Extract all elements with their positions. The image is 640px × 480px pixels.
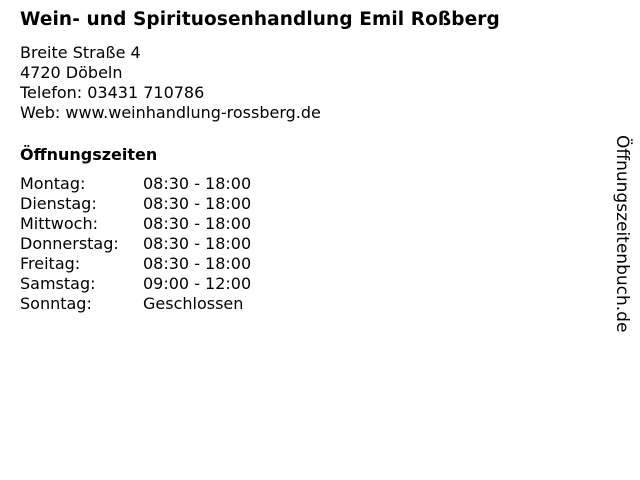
address-block: Breite Straße 4 4720 Döbeln Telefon: 034… [20,43,321,123]
day-label: Sonntag: [20,294,92,313]
time-value: 08:30 - 18:00 [143,174,252,193]
opening-hours-table: Montag: 08:30 - 18:00 Dienstag: 08:30 - 18… [20,174,251,314]
time-value: 08:30 - 18:00 [143,214,252,233]
phone: Telefon: 03431 710786 [20,83,205,102]
hours-row-thursday: Donnerstag: 08:30 - 18:00 [20,234,251,254]
day-label: Donnerstag: [20,234,119,253]
time-value: 08:30 - 18:00 [143,254,252,273]
time-value: Geschlossen [143,294,244,313]
day-label: Samstag: [20,274,96,293]
day-label: Mittwoch: [20,214,98,233]
day-label: Freitag: [20,254,81,273]
business-name: Wein- und Spirituosenhandlung Emil Roßbe… [20,9,500,30]
time-value: 08:30 - 18:00 [143,234,252,253]
hours-row-wednesday: Mittwoch: 08:30 - 18:00 [20,214,251,234]
website: Web: www.weinhandlung-rossberg.de [20,103,321,122]
city: 4720 Döbeln [20,63,123,82]
watermark-text: Öffnungszeitenbuch.de [612,135,632,333]
hours-row-friday: Freitag: 08:30 - 18:00 [20,254,251,274]
hours-row-tuesday: Dienstag: 08:30 - 18:00 [20,194,251,214]
day-label: Montag: [20,174,86,193]
hours-row-sunday: Sonntag: Geschlossen [20,294,251,314]
time-value: 09:00 - 12:00 [143,274,252,293]
hours-row-saturday: Samstag: 09:00 - 12:00 [20,274,251,294]
time-value: 08:30 - 18:00 [143,194,252,213]
street: Breite Straße 4 [20,43,141,62]
day-label: Dienstag: [20,194,97,213]
hours-row-monday: Montag: 08:30 - 18:00 [20,174,251,194]
opening-hours-heading: Öffnungszeiten [20,145,158,164]
